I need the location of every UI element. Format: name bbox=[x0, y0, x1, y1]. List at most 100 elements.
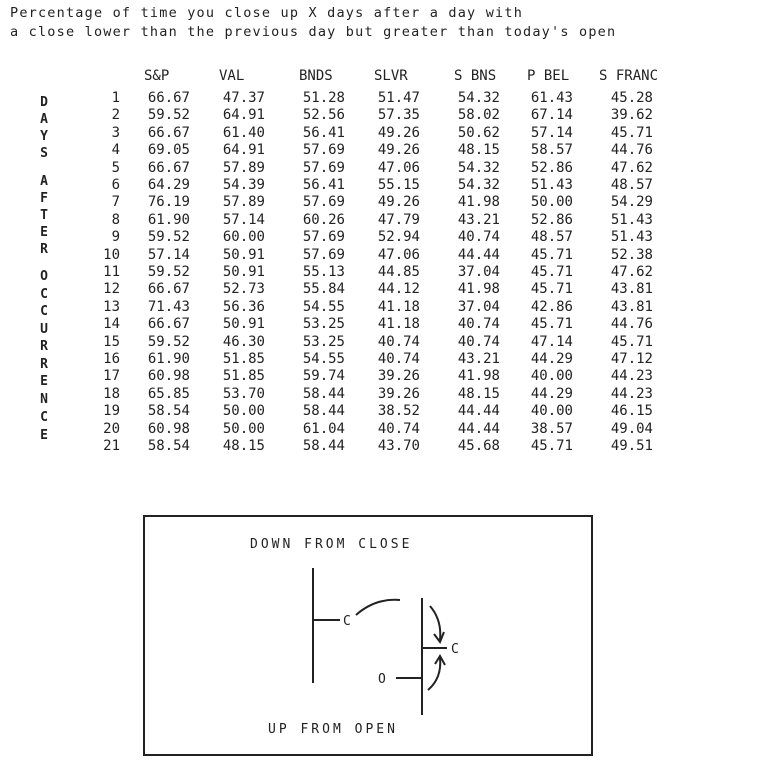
table-cell: 69.05 bbox=[147, 142, 190, 159]
table-cell: 59.52 bbox=[147, 229, 190, 246]
table-cell: 45.71 bbox=[530, 264, 573, 280]
side-letter: E bbox=[40, 225, 48, 240]
side-letter: C bbox=[40, 287, 48, 302]
table-cell: 54.55 bbox=[302, 351, 345, 367]
column-header: VAL bbox=[219, 68, 245, 84]
table-cell: 41.18 bbox=[377, 298, 420, 315]
table-cell: 52.56 bbox=[302, 107, 345, 124]
table-cell: 47.14 bbox=[530, 333, 573, 350]
table-cell: 40.00 bbox=[530, 403, 573, 420]
side-letter: R bbox=[40, 242, 48, 257]
table-cell: 57.35 bbox=[377, 107, 420, 124]
table-cell: 43.21 bbox=[457, 211, 500, 228]
side-letter: C bbox=[40, 410, 48, 425]
table-cell: 47.12 bbox=[610, 351, 653, 367]
table-cell: 41.98 bbox=[457, 281, 500, 298]
table-cell: 61.90 bbox=[147, 211, 190, 228]
table-cell: 51.47 bbox=[377, 90, 420, 106]
table-cell: 57.69 bbox=[302, 159, 345, 176]
table-cell: 40.74 bbox=[457, 333, 500, 350]
table-cell: 44.29 bbox=[530, 351, 573, 367]
gap-arc bbox=[355, 598, 401, 616]
side-letter: E bbox=[40, 428, 48, 443]
table-cell: 54.32 bbox=[457, 159, 500, 176]
table-cell: 44.23 bbox=[610, 368, 653, 385]
up-arrowhead-icon bbox=[434, 654, 446, 666]
table-cell: 39.62 bbox=[610, 107, 653, 124]
side-letter: C bbox=[40, 304, 48, 319]
bar-1-close-label: C bbox=[343, 614, 351, 629]
row-day-number: 15 bbox=[103, 333, 120, 350]
table-cell: 58.44 bbox=[302, 403, 345, 420]
down-arrow-icon bbox=[429, 605, 442, 641]
table-cell: 54.32 bbox=[457, 177, 500, 193]
table-cell: 47.06 bbox=[377, 159, 420, 176]
table-cell: 48.57 bbox=[610, 177, 653, 193]
table-cell: 37.04 bbox=[457, 264, 500, 280]
table-cell: 44.44 bbox=[457, 420, 500, 437]
table-cell: 57.14 bbox=[222, 211, 265, 228]
table-cell: 59.52 bbox=[147, 333, 190, 350]
table-cell: 41.98 bbox=[457, 194, 500, 211]
table-cell: 43.21 bbox=[457, 351, 500, 367]
title-line-1: Percentage of time you close up X days a… bbox=[10, 5, 524, 21]
table-cell: 45.71 bbox=[610, 124, 653, 141]
table-cell: 51.85 bbox=[222, 368, 265, 385]
table-cell: 60.26 bbox=[302, 211, 345, 228]
side-letter: O bbox=[40, 269, 48, 284]
table-cell: 57.69 bbox=[302, 246, 345, 263]
table-cell: 59.74 bbox=[302, 368, 345, 385]
table-cell: 66.67 bbox=[147, 124, 190, 141]
row-day-number: 2 bbox=[111, 107, 120, 124]
table-cell: 52.94 bbox=[377, 229, 420, 246]
row-day-number: 20 bbox=[103, 420, 120, 437]
title-line-2: a close lower than the previous day but … bbox=[10, 24, 617, 40]
table-cell: 44.29 bbox=[530, 385, 573, 402]
table-cell: 55.13 bbox=[302, 264, 345, 280]
table-cell: 50.00 bbox=[222, 403, 265, 420]
table-cell: 47.62 bbox=[610, 159, 653, 176]
table-cell: 57.14 bbox=[530, 124, 573, 141]
table-cell: 45.71 bbox=[610, 333, 653, 350]
row-day-number: 19 bbox=[103, 403, 120, 420]
table-cell: 58.02 bbox=[457, 107, 500, 124]
diagram-top-label: DOWN FROM CLOSE bbox=[250, 537, 412, 552]
side-letter: T bbox=[40, 208, 48, 223]
table-cell: 49.26 bbox=[377, 142, 420, 159]
table-cell: 48.15 bbox=[457, 142, 500, 159]
table-cell: 56.41 bbox=[302, 177, 345, 193]
table-cell: 66.67 bbox=[147, 281, 190, 298]
table-cell: 47.62 bbox=[610, 264, 653, 280]
side-letter: F bbox=[40, 191, 48, 206]
table-cell: 50.00 bbox=[530, 194, 573, 211]
table-cell: 60.00 bbox=[222, 229, 265, 246]
table-cell: 57.69 bbox=[302, 194, 345, 211]
table-cell: 48.57 bbox=[530, 229, 573, 246]
table-cell: 51.28 bbox=[302, 90, 345, 106]
table-cell: 41.98 bbox=[457, 368, 500, 385]
row-day-number: 10 bbox=[103, 246, 120, 263]
table-cell: 44.12 bbox=[377, 281, 420, 298]
table-cell: 44.85 bbox=[377, 264, 420, 280]
table-cell: 40.74 bbox=[377, 351, 420, 367]
row-day-number: 16 bbox=[103, 351, 120, 367]
table-cell: 49.04 bbox=[610, 420, 653, 437]
table-cell: 47.06 bbox=[377, 246, 420, 263]
column-header: P BEL bbox=[527, 68, 570, 84]
table-cell: 51.43 bbox=[610, 229, 653, 246]
table-cell: 64.29 bbox=[147, 177, 190, 193]
table-cell: 47.37 bbox=[222, 90, 265, 106]
table-cell: 50.91 bbox=[222, 264, 265, 280]
row-day-number: 9 bbox=[111, 229, 120, 246]
table-cell: 50.62 bbox=[457, 124, 500, 141]
table-cell: 47.79 bbox=[377, 211, 420, 228]
side-letter: D bbox=[40, 95, 48, 110]
row-day-number: 12 bbox=[103, 281, 120, 298]
table-cell: 42.86 bbox=[530, 298, 573, 315]
table-cell: 53.70 bbox=[222, 385, 265, 402]
row-day-number: 7 bbox=[111, 194, 120, 211]
table-cell: 44.76 bbox=[610, 142, 653, 159]
table-cell: 56.41 bbox=[302, 124, 345, 141]
table-cell: 53.25 bbox=[302, 316, 345, 333]
table-cell: 61.40 bbox=[222, 124, 265, 141]
